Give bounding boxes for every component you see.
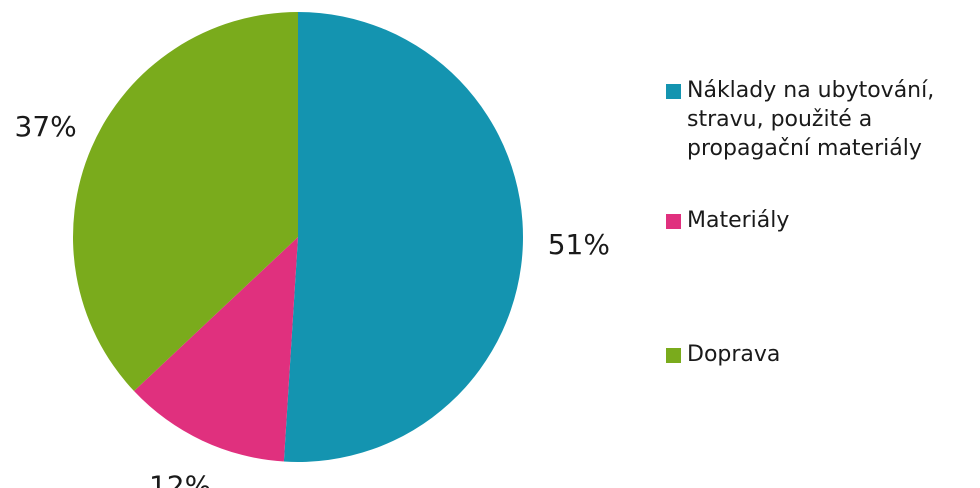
pie-value-labels: 51% 12% 37% bbox=[15, 110, 610, 488]
slice-doprava bbox=[72, 12, 299, 392]
pie-slices bbox=[72, 12, 523, 462]
label-12-percent: 12% bbox=[149, 470, 211, 488]
legend-item-materialy: Materiály bbox=[666, 206, 789, 235]
slice-ubytovani bbox=[283, 12, 523, 462]
label-51-percent: 51% bbox=[548, 228, 610, 261]
legend-swatch-materialy bbox=[666, 214, 681, 229]
legend-label-materialy: Materiály bbox=[687, 208, 790, 233]
legend-item-ubytovani: Náklady na ubytování, stravu, použité a … bbox=[666, 76, 934, 163]
legend-swatch-doprava bbox=[666, 348, 681, 363]
legend-label-ubytovani: Náklady na ubytování, stravu, použité a … bbox=[687, 78, 935, 161]
legend-label-doprava: Doprava bbox=[687, 342, 781, 367]
legend-swatch-ubytovani bbox=[666, 84, 681, 99]
legend-item-doprava: Doprava bbox=[666, 340, 780, 369]
slice-materialy bbox=[133, 237, 298, 462]
label-37-percent: 37% bbox=[15, 110, 77, 143]
